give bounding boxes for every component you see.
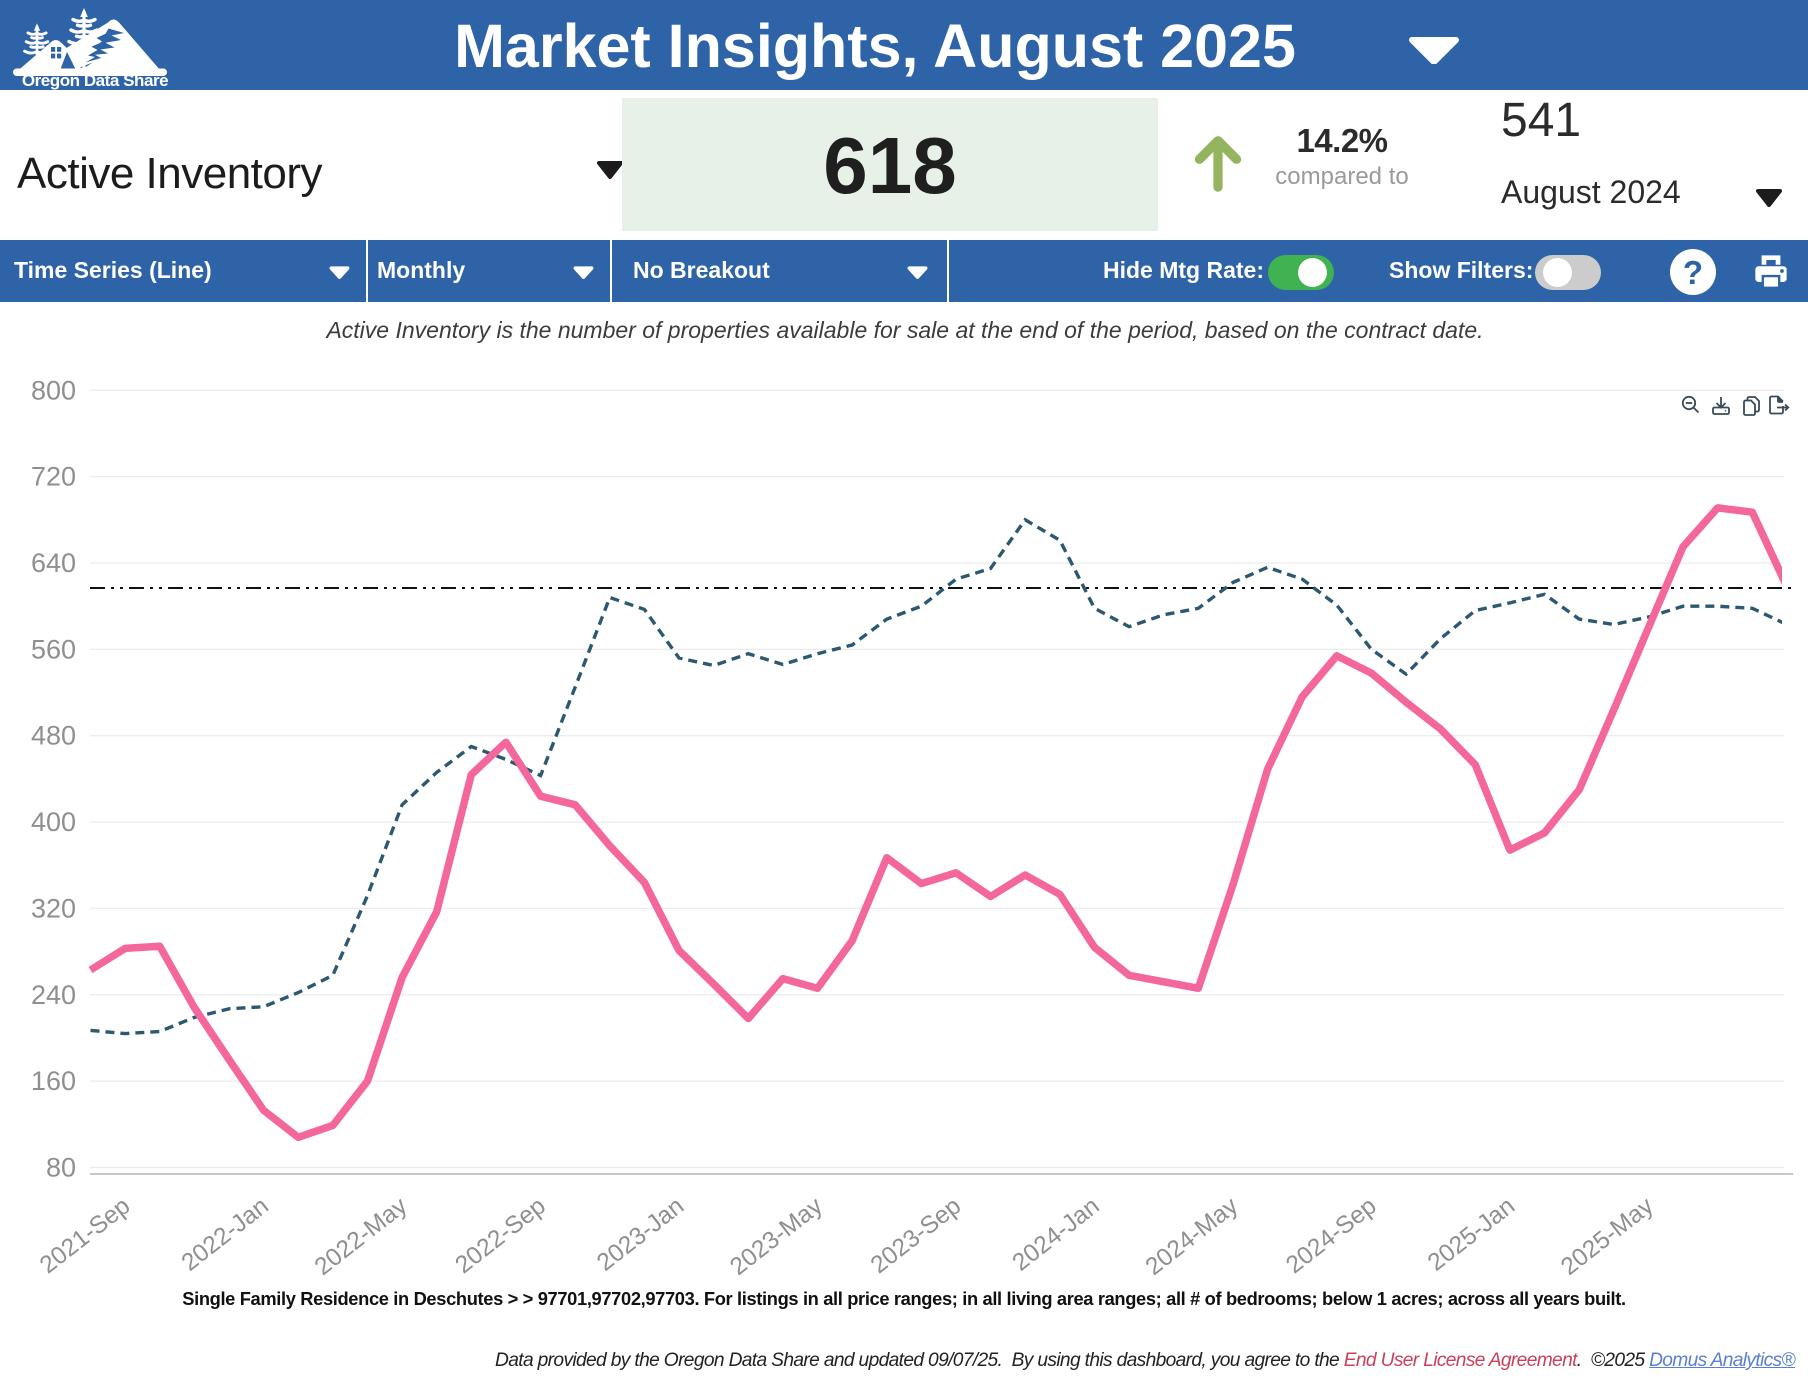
svg-text:Oregon Data Share: Oregon Data Share [22,71,168,90]
svg-text:2025-Jan: 2025-Jan [1423,1192,1520,1276]
svg-text:2023-May: 2023-May [725,1192,828,1281]
svg-text:2021-Sep: 2021-Sep [35,1192,135,1279]
svg-text:2022-Sep: 2022-Sep [450,1192,550,1279]
svg-text:560: 560 [31,634,76,664]
svg-text:240: 240 [31,980,76,1010]
svg-text:2024-May: 2024-May [1141,1192,1244,1281]
svg-text:2024-Sep: 2024-Sep [1281,1192,1381,1279]
svg-text:400: 400 [31,807,76,837]
svg-text:2022-May: 2022-May [310,1192,413,1281]
svg-text:800: 800 [31,375,76,405]
svg-text:480: 480 [31,721,76,751]
svg-text:160: 160 [31,1066,76,1096]
svg-text:320: 320 [31,893,76,923]
svg-text:2022-Jan: 2022-Jan [177,1192,274,1276]
svg-text:640: 640 [31,548,76,578]
svg-text:80: 80 [46,1153,76,1183]
svg-text:2023-Jan: 2023-Jan [592,1192,689,1276]
svg-text:2024-Jan: 2024-Jan [1008,1192,1105,1276]
svg-text:2023-Sep: 2023-Sep [866,1192,966,1279]
svg-text:720: 720 [31,462,76,492]
svg-text:2025-May: 2025-May [1556,1192,1659,1281]
